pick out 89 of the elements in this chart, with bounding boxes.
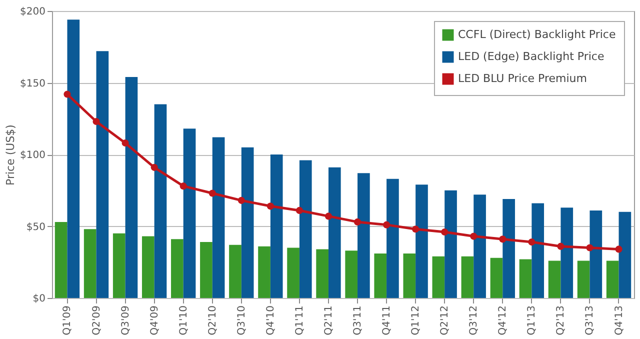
bar bbox=[258, 246, 270, 298]
point bbox=[92, 118, 100, 126]
bar bbox=[474, 194, 486, 298]
point bbox=[296, 206, 303, 214]
point bbox=[150, 164, 158, 171]
bar bbox=[444, 190, 457, 298]
x-tick-label: Q1'10 bbox=[178, 306, 190, 336]
bar bbox=[171, 239, 184, 298]
point bbox=[266, 202, 274, 210]
x-tick-label: Q3'10 bbox=[236, 306, 248, 336]
bar bbox=[183, 128, 196, 298]
point bbox=[238, 196, 245, 204]
bar bbox=[432, 256, 445, 298]
x-tick-label: Q4'10 bbox=[265, 306, 276, 336]
x-tick-label: Q1'13 bbox=[526, 306, 538, 336]
x-tick-label: Q4'13 bbox=[614, 306, 625, 336]
legend-label: LED (Edge) Backlight Price bbox=[458, 50, 604, 63]
point bbox=[557, 242, 564, 250]
point bbox=[208, 190, 216, 197]
point bbox=[528, 238, 536, 246]
x-tick-label: Q2'12 bbox=[440, 306, 451, 336]
bar bbox=[403, 254, 416, 298]
x-tick-label: Q2'11 bbox=[323, 306, 334, 336]
bar bbox=[212, 137, 225, 298]
bar bbox=[532, 203, 544, 298]
x-tick-label: Q4'12 bbox=[498, 306, 509, 336]
bar bbox=[241, 147, 254, 298]
x-tick-label: Q2'10 bbox=[207, 306, 218, 336]
bar bbox=[618, 212, 632, 298]
bar bbox=[374, 254, 387, 298]
y-tick-label: $100 bbox=[20, 150, 46, 161]
x-tick-label: Q1'12 bbox=[410, 306, 422, 336]
x-tick-label: Q4'11 bbox=[382, 306, 393, 336]
bar bbox=[84, 229, 96, 298]
point bbox=[324, 212, 332, 220]
y-tick-label: $50 bbox=[26, 222, 46, 233]
bar bbox=[416, 184, 428, 298]
point bbox=[412, 226, 420, 233]
point bbox=[470, 232, 478, 240]
bar bbox=[386, 178, 399, 298]
y-axis-title: Price (US$) bbox=[4, 124, 18, 186]
bar bbox=[328, 167, 341, 298]
bar bbox=[154, 104, 167, 298]
point bbox=[180, 182, 187, 190]
bar bbox=[112, 233, 126, 298]
bar bbox=[54, 222, 68, 298]
legend-label: CCFL (Direct) Backlight Price bbox=[458, 28, 616, 41]
bar bbox=[229, 244, 242, 298]
y-tick-label: $0 bbox=[32, 294, 46, 304]
bar bbox=[548, 260, 561, 298]
point bbox=[64, 90, 71, 98]
bar bbox=[358, 173, 370, 298]
bar bbox=[299, 160, 312, 298]
bar bbox=[577, 260, 590, 298]
point bbox=[354, 218, 362, 226]
bar bbox=[345, 250, 358, 298]
x-tick-label: Q3'11 bbox=[352, 306, 364, 336]
point bbox=[615, 246, 622, 253]
point bbox=[499, 236, 506, 243]
x-tick-label: Q4'09 bbox=[149, 306, 160, 336]
x-tick-label: Q3'09 bbox=[120, 306, 132, 336]
x-tick-label: Q1'11 bbox=[294, 306, 306, 336]
bar bbox=[490, 258, 503, 298]
x-tick-label: Q3'13 bbox=[584, 306, 596, 336]
y-tick-label: $150 bbox=[20, 78, 46, 90]
point bbox=[122, 139, 129, 147]
point bbox=[383, 221, 390, 228]
x-tick-label: Q2'13 bbox=[556, 306, 567, 336]
bar bbox=[316, 249, 328, 298]
bar bbox=[287, 248, 300, 298]
point bbox=[586, 244, 594, 252]
bar bbox=[67, 20, 80, 298]
x-tick-label: Q2'09 bbox=[91, 306, 102, 336]
bar bbox=[270, 154, 283, 298]
bar bbox=[590, 210, 602, 298]
point bbox=[441, 228, 448, 236]
bar bbox=[461, 256, 474, 298]
bar bbox=[96, 51, 109, 298]
bar bbox=[200, 242, 212, 298]
bar bbox=[560, 208, 574, 298]
x-tick-label: Q1'09 bbox=[62, 306, 74, 336]
legend-label: LED BLU Price Premium bbox=[458, 72, 587, 85]
y-tick-label: $200 bbox=[20, 6, 46, 18]
bar bbox=[606, 260, 619, 298]
bar bbox=[502, 198, 515, 298]
bar bbox=[519, 259, 532, 298]
bar bbox=[142, 236, 154, 298]
bar bbox=[125, 77, 138, 298]
x-tick-label: Q3'12 bbox=[468, 306, 480, 336]
